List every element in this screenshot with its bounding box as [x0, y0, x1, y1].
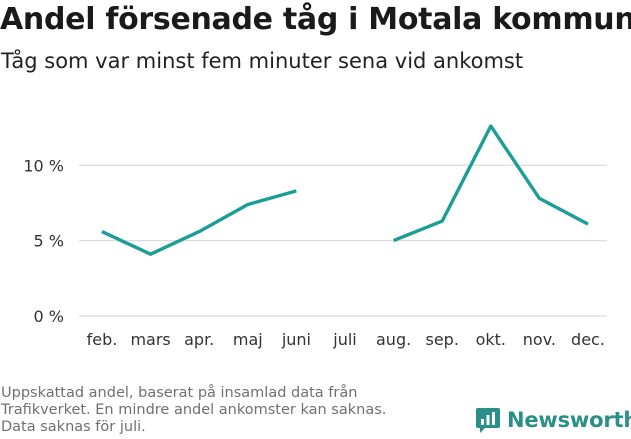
x-tick-label: mars — [130, 330, 170, 349]
series-lines — [101, 124, 589, 256]
footnote-line: Trafikverket. En mindre andel ankomster … — [1, 402, 387, 418]
series-line-segment — [392, 124, 589, 243]
brand-logo: Newsworthy — [475, 406, 631, 434]
footnote-line: Data saknas för juli. — [1, 419, 146, 435]
y-tick-label: 5 % — [34, 232, 64, 251]
footnote-line: Uppskattad andel, baserat på insamlad da… — [1, 385, 358, 401]
x-tick-label: okt. — [476, 330, 506, 349]
x-tick-label: maj — [233, 330, 263, 349]
x-axis-tick-labels: feb. mars apr. maj juni juli aug. sep. okt. nov. d… — [87, 330, 605, 349]
x-tick-label: dec. — [571, 330, 605, 349]
y-tick-label: 10 % — [23, 156, 64, 175]
x-tick-label: aug. — [376, 330, 411, 349]
grid-lines — [79, 164, 607, 317]
x-tick-label: apr. — [184, 330, 214, 349]
y-axis-tick-labels: 0 % 5 % 10 % — [23, 156, 64, 326]
y-tick-label: 0 % — [34, 307, 64, 326]
newsworthy-logo-icon — [476, 408, 500, 433]
x-tick-label: juni — [281, 330, 311, 349]
brand-name: Newsworthy — [507, 408, 631, 432]
series-line-segment — [101, 189, 297, 256]
footnote: Uppskattad andel, baserat på insamlad da… — [1, 385, 441, 436]
x-tick-label: juli — [332, 330, 356, 349]
chart-title: Andel försenade tåg i Motala kommun — [0, 2, 631, 37]
x-tick-label: sep. — [425, 330, 458, 349]
x-tick-label: nov. — [523, 330, 556, 349]
chart-subtitle: Tåg som var minst fem minuter sena vid a… — [1, 49, 524, 73]
line-chart: 0 % 5 % 10 % feb. mars apr. maj juni juli aug. se… — [23, 124, 607, 349]
x-tick-label: feb. — [87, 330, 118, 349]
